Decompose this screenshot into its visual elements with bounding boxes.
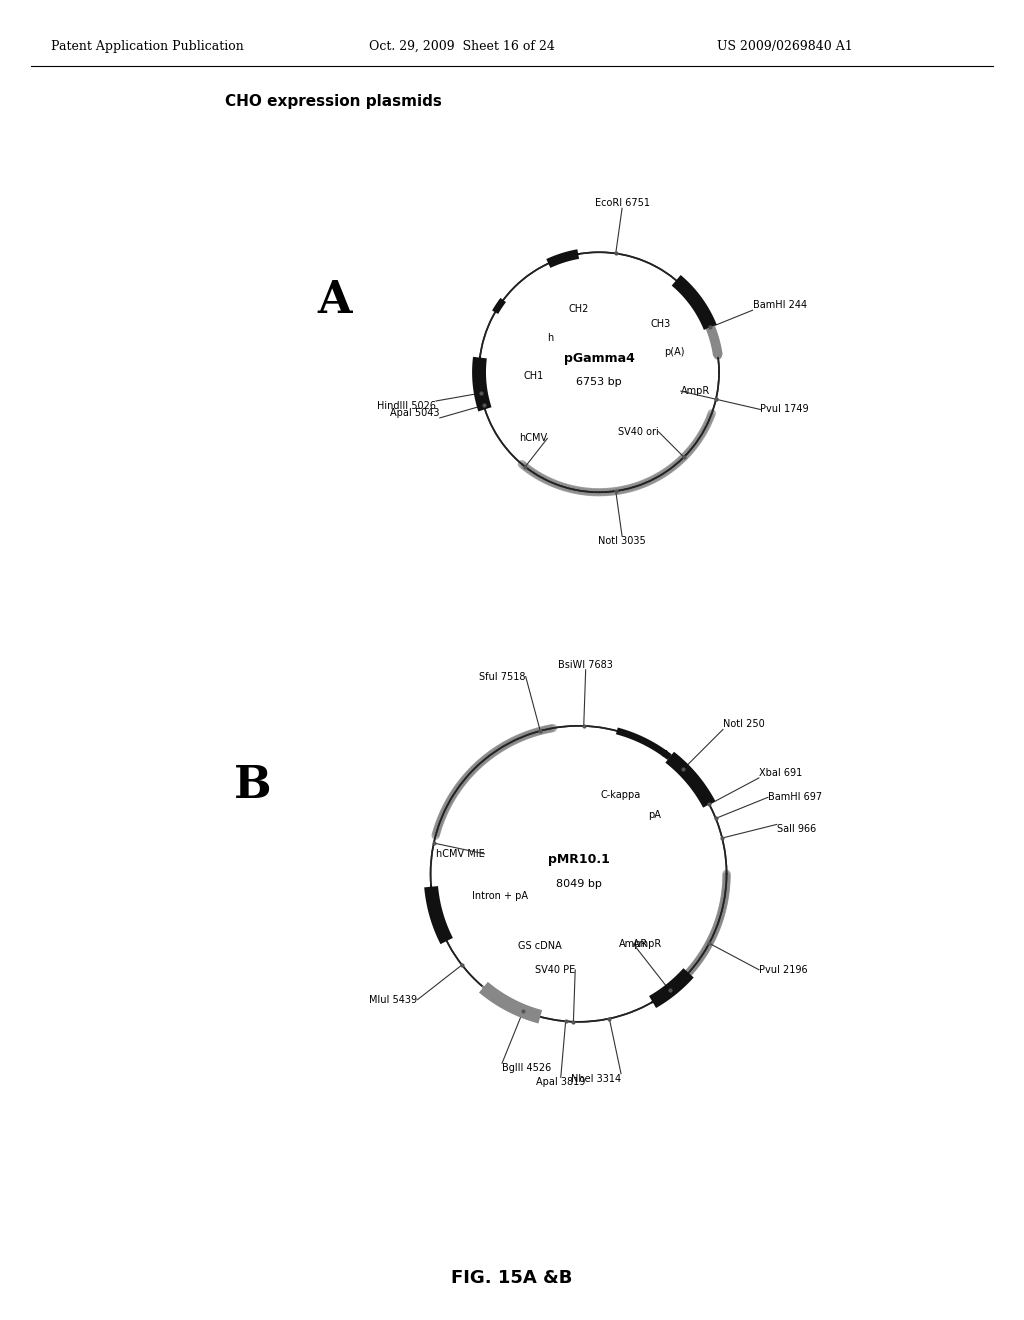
Text: EcoRI 6751: EcoRI 6751 xyxy=(595,198,649,209)
Text: FIG. 15A &B: FIG. 15A &B xyxy=(452,1269,572,1287)
Text: CHO expression plasmids: CHO expression plasmids xyxy=(225,94,442,108)
Text: BsiWI 7683: BsiWI 7683 xyxy=(558,660,613,669)
Text: NotI 3035: NotI 3035 xyxy=(598,536,646,546)
Text: SV40 PE: SV40 PE xyxy=(535,965,575,975)
Text: HindIII 5026: HindIII 5026 xyxy=(377,401,436,411)
Text: AmpR: AmpR xyxy=(633,939,663,949)
Text: PvuI 2196: PvuI 2196 xyxy=(759,965,808,974)
Text: hCMV MIE: hCMV MIE xyxy=(436,849,484,859)
Text: Intron + pA: Intron + pA xyxy=(472,891,528,902)
Text: Oct. 29, 2009  Sheet 16 of 24: Oct. 29, 2009 Sheet 16 of 24 xyxy=(369,40,555,53)
Text: 6753 bp: 6753 bp xyxy=(577,378,622,387)
Text: CH1: CH1 xyxy=(523,371,544,380)
Text: BamHI 697: BamHI 697 xyxy=(768,792,822,803)
Text: SV40 ori: SV40 ori xyxy=(617,426,658,437)
Text: NheI 3314: NheI 3314 xyxy=(571,1073,621,1084)
Text: SalI 966: SalI 966 xyxy=(777,825,816,834)
Text: C-kappa: C-kappa xyxy=(600,791,640,800)
Text: PvuI 1749: PvuI 1749 xyxy=(761,404,809,414)
Text: Patent Application Publication: Patent Application Publication xyxy=(51,40,244,53)
Text: BamHI 244: BamHI 244 xyxy=(753,300,807,310)
Text: XbaI 691: XbaI 691 xyxy=(759,768,802,777)
Text: AmpR: AmpR xyxy=(618,939,648,949)
Text: hCMV: hCMV xyxy=(519,433,547,444)
Text: GS cDNA: GS cDNA xyxy=(518,941,562,950)
Text: ApaI 5043: ApaI 5043 xyxy=(390,408,440,418)
Text: BglII 4526: BglII 4526 xyxy=(502,1063,551,1073)
Text: h: h xyxy=(547,333,553,343)
Text: A: A xyxy=(317,279,352,322)
Text: CH2: CH2 xyxy=(568,305,589,314)
Text: 8049 bp: 8049 bp xyxy=(556,879,601,888)
Text: pMR10.1: pMR10.1 xyxy=(548,853,609,866)
Text: MluI 5439: MluI 5439 xyxy=(370,994,418,1005)
Text: ApaI 3819: ApaI 3819 xyxy=(537,1077,586,1088)
Text: NotI 250: NotI 250 xyxy=(723,719,765,730)
Text: SfuI 7518: SfuI 7518 xyxy=(479,672,525,681)
Text: US 2009/0269840 A1: US 2009/0269840 A1 xyxy=(717,40,853,53)
Text: CH3: CH3 xyxy=(650,319,671,329)
Text: p(A): p(A) xyxy=(665,347,685,356)
Text: B: B xyxy=(234,763,271,807)
Text: pA: pA xyxy=(648,809,660,820)
Text: pGamma4: pGamma4 xyxy=(563,351,635,364)
Text: AmpR: AmpR xyxy=(681,387,710,396)
